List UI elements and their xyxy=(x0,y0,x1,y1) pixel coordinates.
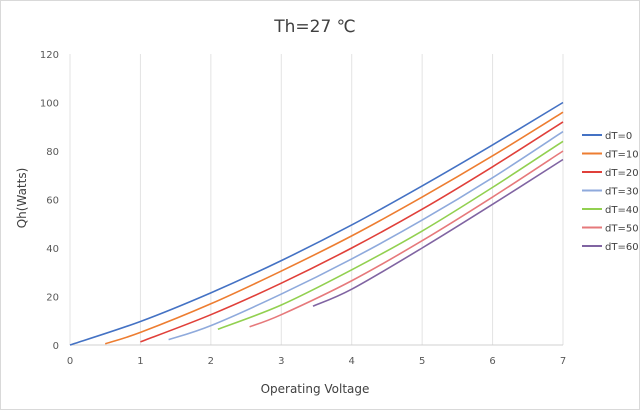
legend-item: dT=50 xyxy=(582,224,639,235)
legend-label: dT=60 xyxy=(605,242,639,253)
x-axis-title: Operating Voltage xyxy=(261,382,370,396)
legend-item: dT=20 xyxy=(582,168,639,179)
y-tick-label: 20 xyxy=(46,293,59,304)
legend-label: dT=10 xyxy=(605,150,639,161)
gridlines xyxy=(69,54,564,345)
legend-item: dT=40 xyxy=(582,205,639,216)
legend-label: dT=50 xyxy=(605,224,639,235)
x-tick-label: 7 xyxy=(560,356,566,367)
legend-item: dT=10 xyxy=(582,150,639,161)
y-axis-title: Qh(Watts) xyxy=(15,168,29,229)
legend-item: dT=0 xyxy=(582,131,632,142)
x-tick-label: 2 xyxy=(208,356,214,367)
series-line-dt10 xyxy=(104,111,564,345)
y-tick-label: 100 xyxy=(40,99,59,110)
series-line-dt30 xyxy=(168,130,564,341)
y-tick-label: 0 xyxy=(53,341,59,352)
y-tick-label: 120 xyxy=(40,50,59,61)
x-tick-label: 0 xyxy=(67,356,73,367)
y-tick-label: 40 xyxy=(46,244,59,255)
x-tick-label: 3 xyxy=(278,356,284,367)
series-lines xyxy=(69,101,564,346)
legend-label: dT=0 xyxy=(605,131,632,142)
series-line-dt50 xyxy=(249,150,564,328)
series-line-dt60 xyxy=(312,158,564,307)
y-tick-labels: 0 20 40 60 80 100 120 xyxy=(40,50,59,352)
legend-label: dT=40 xyxy=(605,205,639,216)
legend-item: dT=60 xyxy=(582,242,639,253)
series-line-dt0 xyxy=(69,101,564,346)
series-line-dt40 xyxy=(217,140,564,330)
x-tick-label: 5 xyxy=(419,356,425,367)
x-tick-label: 1 xyxy=(137,356,143,367)
legend-label: dT=20 xyxy=(605,168,639,179)
series-line-dt20 xyxy=(140,121,564,343)
x-tick-label: 6 xyxy=(489,356,495,367)
legend-item: dT=30 xyxy=(582,187,639,198)
y-tick-label: 60 xyxy=(46,196,59,207)
chart-title: Th=27 ℃ xyxy=(273,17,356,37)
legend: dT=0 dT=10 dT=20 dT=30 dT=40 dT=50 dT=60 xyxy=(582,131,639,253)
legend-label: dT=30 xyxy=(605,187,639,198)
x-tick-label: 4 xyxy=(349,356,355,367)
x-tick-labels: 0 1 2 3 4 5 6 7 xyxy=(67,356,566,367)
y-tick-label: 80 xyxy=(46,147,59,158)
